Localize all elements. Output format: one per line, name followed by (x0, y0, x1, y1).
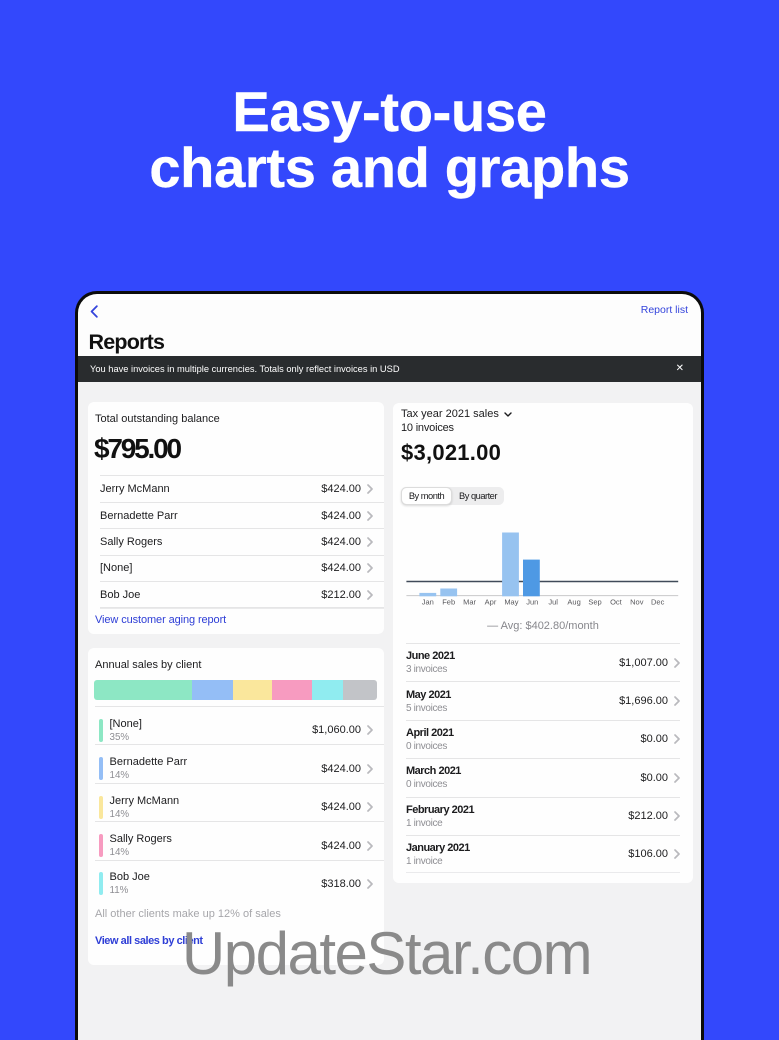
svg-text:Jan: Jan (422, 598, 434, 607)
svg-text:Oct: Oct (610, 598, 623, 607)
svg-text:May: May (504, 598, 518, 607)
svg-text:Dec: Dec (651, 598, 665, 607)
svg-text:Apr: Apr (485, 598, 497, 607)
svg-text:Jun: Jun (526, 598, 538, 607)
svg-text:Jul: Jul (548, 598, 558, 607)
svg-text:Nov: Nov (630, 598, 644, 607)
svg-text:Feb: Feb (442, 598, 455, 607)
svg-text:Sep: Sep (588, 598, 601, 607)
svg-text:Mar: Mar (463, 598, 476, 607)
svg-text:Aug: Aug (567, 598, 580, 607)
